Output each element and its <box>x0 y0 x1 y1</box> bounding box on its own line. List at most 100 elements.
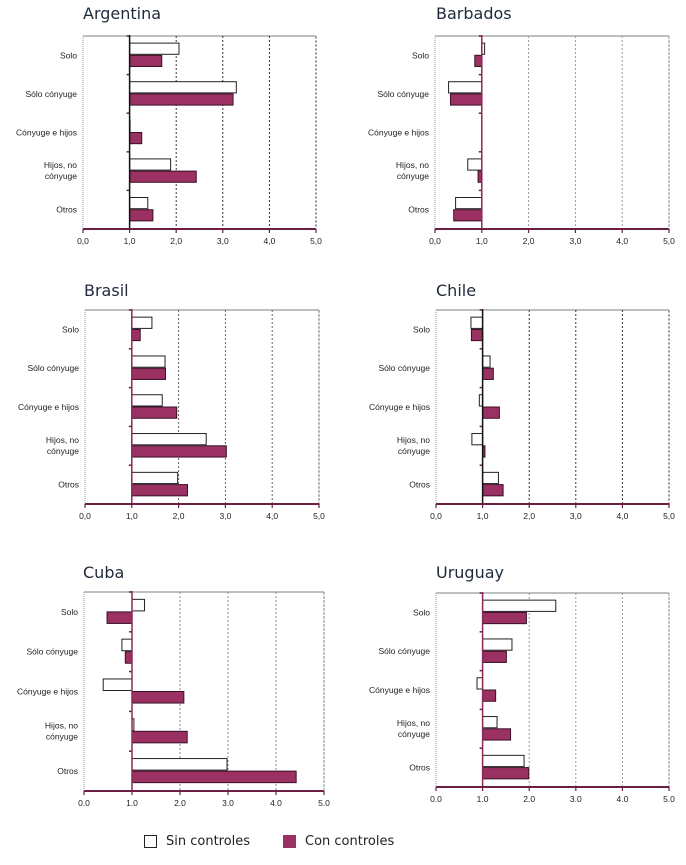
uruguay-category-label: Solo <box>413 607 430 617</box>
chile-category-label: cónyuge <box>398 446 430 456</box>
uruguay-x-tick-label: 4.0 <box>616 794 628 804</box>
uruguay-x-tick-label: 5.0 <box>663 794 675 804</box>
brasil-x-tick-label: 5,0 <box>313 511 325 521</box>
uruguay-bar-con-controles <box>482 767 530 780</box>
argentina-category-label: Solo <box>60 50 77 60</box>
chile-x-tick-label: 4,0 <box>616 511 628 521</box>
cuba-bar-sin-controles <box>131 598 145 612</box>
argentina-category-label: Otros <box>56 205 77 215</box>
barbados-category-label: Hijos, no <box>396 160 429 170</box>
barbados-x-tick-label: 4,0 <box>616 236 628 246</box>
brasil-bar-con-controles <box>131 484 188 497</box>
chile-x-tick-label: 0,0 <box>430 511 442 521</box>
chile-x-tick-label: 3,0 <box>570 511 582 521</box>
brasil-x-tick-label: 2,0 <box>173 511 185 521</box>
argentina-category-label: cónyuge <box>45 171 77 181</box>
argentina-category-label: Hijos, no <box>44 160 77 170</box>
argentina-bar-con-controles <box>129 132 143 145</box>
uruguay-bar-con-controles <box>482 689 497 702</box>
argentina-bar-con-controles <box>129 54 163 67</box>
brasil-category-label: cónyuge <box>47 446 79 456</box>
chile-bar-sin-controles <box>482 471 499 485</box>
chile-bar-con-controles <box>482 367 494 380</box>
chile-category-label: Otros <box>409 480 430 490</box>
uruguay-x-tick-label: 3.0 <box>570 794 582 804</box>
barbados-x-tick-label: 1,0 <box>476 236 488 246</box>
brasil-x-tick-label: 0,0 <box>79 511 91 521</box>
cuba-x-tick-label: 1.0 <box>126 798 138 808</box>
argentina-bar-sin-controles <box>129 197 149 210</box>
argentina-x-tick-label: 2,0 <box>170 236 182 246</box>
argentina-bar-con-controles <box>129 170 197 183</box>
chile-x-tick-label: 1,0 <box>477 511 489 521</box>
uruguay-category-label: Cónyuge e hijos <box>369 685 430 695</box>
chile-x-tick-label: 5,0 <box>663 511 675 521</box>
legend-item-con-controles: Con controles <box>283 834 394 849</box>
cuba-x-tick-label: 3.0 <box>222 798 234 808</box>
cuba-bar-con-controles <box>131 730 188 744</box>
brasil-category-label: Otros <box>58 480 79 490</box>
legend-label-con-controles: Con controles <box>305 834 395 849</box>
cuba-x-tick-label: 4.0 <box>270 798 282 808</box>
brasil-bar-con-controles <box>131 445 227 458</box>
brasil-bar-sin-controles <box>131 471 179 485</box>
cuba-bar-con-controles <box>106 611 133 624</box>
panel-title-barbados: Barbados <box>436 4 512 23</box>
barbados-category-label: Solo <box>412 50 429 60</box>
chile-bar-sin-controles <box>482 355 491 368</box>
brasil-bar-sin-controles <box>131 433 207 446</box>
chile-category-label: Cónyuge e hijos <box>369 402 430 412</box>
argentina-category-label: Sólo cónyuge <box>25 89 77 99</box>
uruguay-bar-sin-controles <box>482 638 513 651</box>
uruguay-bar-sin-controles <box>476 677 484 690</box>
uruguay-bar-sin-controles <box>482 599 557 612</box>
uruguay-bar-con-controles <box>482 611 527 625</box>
brasil-bar-sin-controles <box>131 316 153 329</box>
argentina-bar-sin-controles <box>129 81 237 94</box>
brasil-x-tick-label: 3,0 <box>219 511 231 521</box>
uruguay-bar-con-controles <box>482 650 507 663</box>
chile-bar-con-controles <box>482 484 504 497</box>
brasil-bar-con-controles <box>131 328 141 342</box>
cuba-category-label: Sólo cónyuge <box>26 647 78 657</box>
panel-title-uruguay: Uruguay <box>436 563 504 582</box>
cuba-bar-con-controles <box>131 691 185 704</box>
uruguay-x-tick-label: 0.0 <box>430 794 442 804</box>
argentina-x-tick-label: 5,0 <box>310 236 322 246</box>
argentina-bar-con-controles <box>129 93 234 106</box>
barbados-bar-sin-controles <box>455 197 483 210</box>
chile-category-label: Solo <box>413 324 430 334</box>
barbados-bar-con-controles <box>474 54 483 67</box>
argentina-x-tick-label: 4,0 <box>263 236 275 246</box>
cuba-bar-sin-controles <box>131 758 228 771</box>
cuba-category-label: Hijos, no <box>45 720 78 730</box>
brasil-category-label: Cónyuge e hijos <box>18 402 79 412</box>
argentina-x-tick-label: 0,0 <box>77 236 89 246</box>
uruguay-bar-sin-controles <box>482 754 525 768</box>
cuba-category-label: Otros <box>57 766 78 776</box>
brasil-category-label: Hijos, no <box>46 435 79 445</box>
brasil-bar-sin-controles <box>131 394 163 407</box>
argentina-bar-con-controles <box>129 209 154 222</box>
panel-title-chile: Chile <box>436 281 477 300</box>
chile-category-label: Sólo cónyuge <box>378 363 430 373</box>
cuba-bar-con-controles <box>124 651 133 664</box>
cuba-bar-sin-controles <box>102 678 133 692</box>
brasil-bar-con-controles <box>131 406 178 419</box>
barbados-category-label: Otros <box>408 205 429 215</box>
argentina-bar-sin-controles <box>129 158 172 171</box>
barbados-bar-con-controles <box>453 209 483 222</box>
barbados-x-tick-label: 5,0 <box>663 236 675 246</box>
cuba-category-label: Cónyuge e hijos <box>17 687 78 697</box>
brasil-category-label: Solo <box>62 324 79 334</box>
barbados-x-tick-label: 2,0 <box>523 236 535 246</box>
legend-label-sin-controles: Sin controles <box>166 834 251 849</box>
barbados-category-label: cónyuge <box>397 171 429 181</box>
argentina-x-tick-label: 3,0 <box>217 236 229 246</box>
barbados-x-tick-label: 3,0 <box>569 236 581 246</box>
legend: Sin controles Con controles <box>0 834 686 858</box>
brasil-bar-con-controles <box>131 367 166 380</box>
chile-x-tick-label: 2,0 <box>523 511 535 521</box>
uruguay-bar-con-controles <box>482 728 512 741</box>
panel-title-cuba: Cuba <box>83 563 125 582</box>
